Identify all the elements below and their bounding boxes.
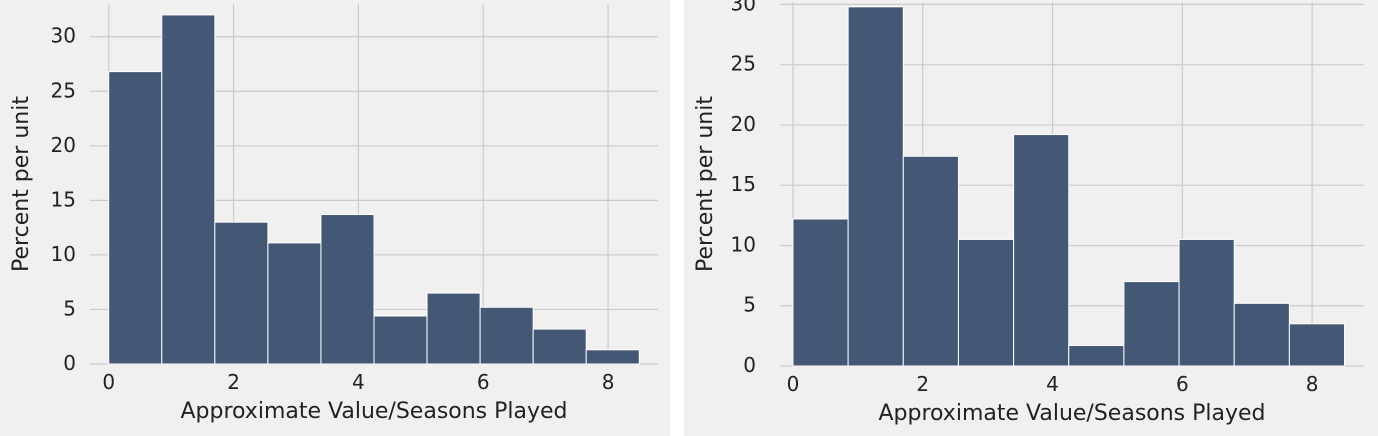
y-tick-label: 20 xyxy=(51,133,76,157)
histogram-bar xyxy=(320,214,375,365)
y-tick-label: 15 xyxy=(51,187,76,211)
x-tick-label: 2 xyxy=(916,372,929,396)
histogram-bar xyxy=(426,292,481,365)
histogram-bar xyxy=(1123,281,1180,367)
histogram-bar xyxy=(1178,238,1235,367)
histogram-left-svg: 0 5 10 15 20 25 30 0 2 4 6 8 Approximate Value/Seaso… xyxy=(0,0,670,436)
histogram-bar xyxy=(108,71,163,365)
histogram-bar xyxy=(532,328,587,365)
y-tick-label: 25 xyxy=(731,52,756,76)
y-tick-label: 25 xyxy=(51,78,76,102)
x-tick-label: 4 xyxy=(1046,372,1059,396)
histogram-bar xyxy=(1233,302,1290,367)
histogram-bar xyxy=(214,221,269,365)
x-tick-label: 2 xyxy=(227,370,240,394)
y-tick-label: 30 xyxy=(731,0,756,15)
x-tick-label: 8 xyxy=(1306,372,1319,396)
histogram-bar xyxy=(267,242,322,365)
x-tick-label: 8 xyxy=(602,370,615,394)
histogram-right: 0 5 10 15 20 25 30 0 2 4 6 8 Approximate Value/Seaso… xyxy=(684,0,1378,436)
y-tick-label: 30 xyxy=(51,24,76,48)
histogram-bar xyxy=(1288,323,1346,367)
histogram-bar xyxy=(902,155,959,367)
x-tick-label: 6 xyxy=(477,370,490,394)
y-tick-label: 10 xyxy=(731,232,756,256)
histogram-bar xyxy=(792,218,849,367)
x-tick-label: 4 xyxy=(352,370,365,394)
y-tick-label: 0 xyxy=(743,353,756,377)
x-axis-label: Approximate Value/Seasons Played xyxy=(878,401,1265,426)
histogram-bar xyxy=(479,306,534,365)
x-tick-label: 0 xyxy=(102,370,115,394)
histogram-bar xyxy=(161,14,216,365)
y-tick-label: 5 xyxy=(743,293,756,317)
x-axis-label: Approximate Value/Seasons Played xyxy=(180,399,567,424)
y-tick-label: 5 xyxy=(63,296,76,320)
histogram-bar xyxy=(847,6,904,367)
y-tick-label: 0 xyxy=(63,351,76,375)
y-tick-label: 10 xyxy=(51,242,76,266)
histogram-bar xyxy=(1068,345,1125,367)
y-tick-label: 15 xyxy=(731,172,756,196)
histogram-bar xyxy=(957,238,1015,367)
y-axis-label: Percent per unit xyxy=(9,96,34,272)
x-tick-label: 0 xyxy=(787,372,800,396)
y-axis-label: Percent per unit xyxy=(693,96,718,272)
histogram-bar xyxy=(585,349,640,365)
y-tick-label: 20 xyxy=(731,112,756,136)
histogram-right-svg: 0 5 10 15 20 25 30 0 2 4 6 8 Approximate Value/Seaso… xyxy=(684,0,1378,436)
histogram-bar xyxy=(1013,134,1070,367)
x-tick-label: 6 xyxy=(1176,372,1189,396)
histogram-left: 0 5 10 15 20 25 30 0 2 4 6 8 Approximate Value/Seaso… xyxy=(0,0,670,436)
histogram-bar xyxy=(373,315,428,365)
